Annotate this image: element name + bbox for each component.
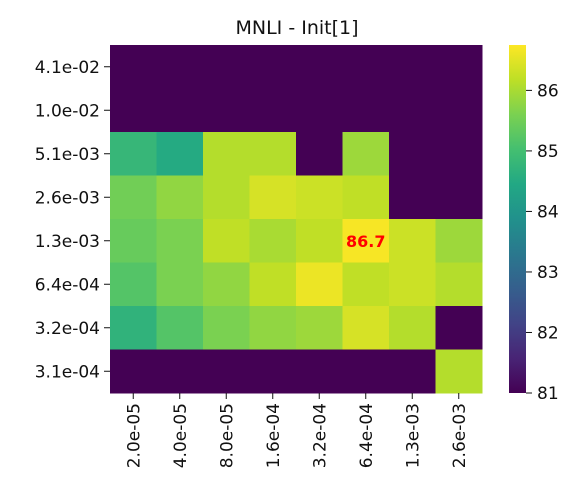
colorbar-tick-label: 85 <box>537 142 559 162</box>
colorbar-gradient <box>509 45 526 393</box>
heatmap-cell <box>203 262 250 307</box>
heatmap-cell <box>249 219 297 263</box>
y-axis-tick-labels: 4.1e-02 1.0e-02 5.1e-03 2.6e-03 1.3e-03 6.4e-… <box>35 58 110 382</box>
heatmap-cell <box>156 262 204 307</box>
heatmap-cell <box>249 175 297 220</box>
heatmap-cell <box>156 88 204 133</box>
heatmap-cell <box>203 132 250 176</box>
heatmap-cell <box>249 88 297 133</box>
heatmap-cell <box>110 132 157 176</box>
heatmap-cell <box>435 262 483 307</box>
colorbar-tick-label: 81 <box>537 384 559 404</box>
heatmap-cell <box>110 349 157 394</box>
heatmap-cell <box>389 262 436 307</box>
x-tick-label: 3.2e-04 <box>310 403 330 468</box>
heatmap-cell <box>389 175 436 220</box>
heatmap-cell <box>296 132 343 176</box>
heatmap-cell <box>156 349 204 394</box>
heatmap-cell <box>156 45 204 89</box>
heatmap-cell <box>203 306 250 350</box>
x-tick-label: 2.6e-03 <box>450 403 470 468</box>
heatmap-cell <box>249 306 297 350</box>
heatmap-cell <box>342 132 390 176</box>
heatmap-cell <box>249 45 297 89</box>
heatmap-cell <box>296 349 343 394</box>
x-tick-label: 6.4e-04 <box>357 403 377 468</box>
cell-annotation: 86.7 <box>346 232 385 251</box>
heatmap-cell <box>389 88 436 133</box>
heatmap-cell <box>203 349 250 394</box>
heatmap-cell <box>342 88 390 133</box>
heatmap-cell <box>342 262 390 307</box>
heatmap-cell <box>203 175 250 220</box>
heatmap-cell <box>342 45 390 89</box>
colorbar-tick-label: 82 <box>537 323 559 343</box>
heatmap-annotations: 86.7 <box>346 232 385 251</box>
heatmap-cell <box>296 88 343 133</box>
heatmap-cell <box>110 262 157 307</box>
heatmap-cell <box>110 219 157 263</box>
heatmap-cells <box>110 45 483 394</box>
y-tick-label: 1.3e-03 <box>35 232 100 252</box>
heatmap-cell <box>249 349 297 394</box>
heatmap-cell <box>342 306 390 350</box>
heatmap-cell <box>435 175 483 220</box>
heatmap-cell <box>389 349 436 394</box>
heatmap-cell <box>435 349 483 394</box>
heatmap-cell <box>110 175 157 220</box>
heatmap-cell <box>203 219 250 263</box>
heatmap-cell <box>203 45 250 89</box>
heatmap-cell <box>296 45 343 89</box>
heatmap-cell <box>156 175 204 220</box>
heatmap-cell <box>203 88 250 133</box>
colorbar-tick-label: 83 <box>537 263 559 283</box>
heatmap-cell <box>156 219 204 263</box>
y-tick-label: 5.1e-03 <box>35 145 100 165</box>
y-tick-label: 3.2e-04 <box>35 319 100 339</box>
y-tick-label: 2.6e-03 <box>35 188 100 208</box>
heatmap-cell <box>342 349 390 394</box>
heatmap-cell <box>110 306 157 350</box>
heatmap-cell <box>156 306 204 350</box>
heatmap-cell <box>342 175 390 220</box>
heatmap-cell <box>389 45 436 89</box>
heatmap-cell <box>249 132 297 176</box>
heatmap-cell <box>389 219 436 263</box>
x-tick-label: 2.0e-05 <box>124 403 144 468</box>
colorbar-tick-label: 84 <box>537 202 559 222</box>
heatmap-cell <box>156 132 204 176</box>
heatmap-cell <box>435 88 483 133</box>
heatmap-cell <box>296 262 343 307</box>
x-tick-label: 8.0e-05 <box>217 403 237 468</box>
heatmap-cell <box>435 45 483 89</box>
x-tick-label: 1.3e-03 <box>403 403 423 468</box>
y-tick-label: 4.1e-02 <box>35 58 100 78</box>
chart-title: MNLI - Init[1] <box>235 17 358 39</box>
heatmap-cell <box>110 88 157 133</box>
y-tick-label: 1.0e-02 <box>35 101 100 121</box>
heatmap-cell <box>435 132 483 176</box>
x-tick-label: 4.0e-05 <box>171 403 191 468</box>
heatmap-cell <box>296 306 343 350</box>
heatmap-cell <box>435 219 483 263</box>
colorbar-tick-label: 86 <box>537 81 559 101</box>
heatmap-cell <box>249 262 297 307</box>
heatmap-cell <box>296 219 343 263</box>
heatmap-cell <box>296 175 343 220</box>
heatmap-cell <box>342 219 390 263</box>
heatmap-cell <box>389 306 436 350</box>
x-axis-tick-labels: 2.0e-05 4.0e-05 8.0e-05 1.6e-04 3.2e-04 6.4e-… <box>124 393 470 468</box>
x-tick-label: 1.6e-04 <box>264 403 284 468</box>
heatmap-cell <box>435 306 483 350</box>
y-tick-label: 6.4e-04 <box>35 275 100 295</box>
heatmap-cell <box>389 132 436 176</box>
colorbar: 81 82 83 84 85 86 <box>509 45 559 404</box>
y-tick-label: 3.1e-04 <box>35 362 100 382</box>
heatmap-cell <box>110 45 157 89</box>
